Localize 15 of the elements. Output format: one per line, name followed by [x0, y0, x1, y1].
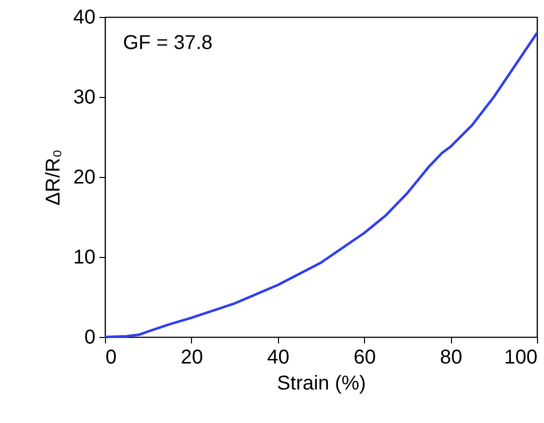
x-tick-label: 20	[180, 346, 204, 368]
x-tick-label: 80	[440, 346, 462, 368]
x-tick-label: 40	[267, 346, 290, 368]
y-tick-label: 10	[73, 246, 96, 268]
annotation: GF = 37.8	[123, 32, 212, 54]
y-tick-label: 30	[73, 86, 96, 108]
x-axis-title: Strain (%)	[277, 372, 366, 394]
y-tick-label: 0	[84, 326, 96, 348]
x-tick-label: 60	[354, 346, 376, 368]
x-tick-label: 0	[106, 346, 117, 368]
x-tick-label: 100	[504, 346, 538, 368]
line-series	[104, 32, 538, 338]
y-tick-label: 40	[73, 6, 96, 28]
y-axis-title: ΔR/R₀	[42, 149, 64, 206]
y-tick-label: 20	[73, 166, 96, 188]
